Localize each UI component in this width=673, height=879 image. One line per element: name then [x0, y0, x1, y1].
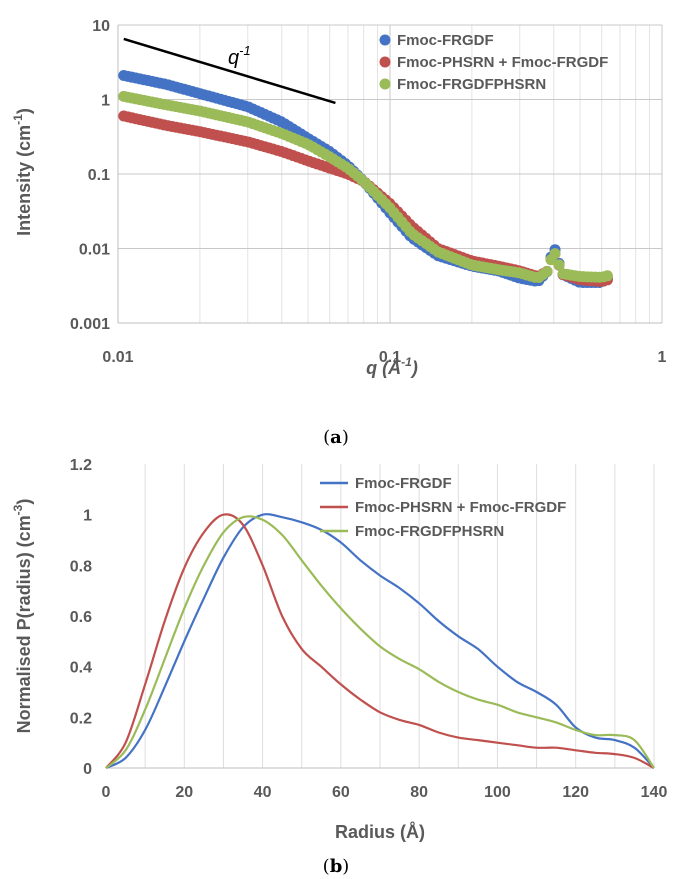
slope-guide-line	[123, 37, 336, 105]
y-tick-label: 1.2	[70, 457, 92, 474]
x-tick-label: 0	[102, 784, 111, 801]
series-1-line	[105, 513, 655, 770]
legend-label: Fmoc-FRGDFPHSRN	[355, 523, 504, 540]
y-tick-label: 1	[83, 508, 92, 525]
legend-marker	[379, 56, 391, 68]
y-tick-label: 1	[101, 93, 110, 110]
y-tick-label: 0.6	[70, 609, 92, 626]
y-tick-label: 0.001	[70, 316, 110, 333]
series-3-line	[105, 515, 655, 769]
chart-a-legend: Fmoc-FRGDF Fmoc-PHSRN + Fmoc-FRGDF Fmoc-FR…	[379, 32, 608, 93]
chart-b-x-axis-title: Radius (Å)	[335, 822, 425, 842]
legend-label: Fmoc-FRGDFPHSRN	[397, 76, 546, 93]
chart-a-axes	[117, 25, 662, 324]
data-point	[601, 270, 613, 282]
chart-a-x-tick-labels: 0.01 0.1 1	[102, 349, 666, 366]
x-tick-label: 20	[175, 784, 193, 801]
chart-a-slope-annotation: q-1	[228, 43, 251, 69]
x-tick-label: 80	[410, 784, 428, 801]
series-2-line	[105, 513, 655, 769]
chart-b-y-tick-labels: 0 0.2 0.4 0.6 0.8 1 1.2	[70, 457, 92, 778]
chart-b-legend: Fmoc-FRGDF Fmoc-PHSRN + Fmoc-FRGDF Fmoc-FR…	[320, 475, 566, 540]
chart-b-series-lines	[105, 513, 655, 770]
series-3-markers	[118, 90, 613, 283]
chart-panel-b: 0 0.2 0.4 0.6 0.8 1 1.2 0 20 40 60 80 100 120 140 Fmo…	[11, 457, 667, 877]
chart-a-data-points	[118, 69, 613, 288]
y-tick-label: 0.4	[70, 660, 92, 677]
chart-b-y-axis-title: Normalised P(radius) (cm-3)	[11, 499, 34, 734]
x-tick-label: 0.01	[102, 349, 133, 366]
x-tick-label: 100	[484, 784, 511, 801]
chart-a-guide-line	[123, 37, 336, 105]
legend-marker	[379, 78, 391, 90]
chart-a-y-tick-labels: 0.001 0.01 0.1 1 10	[70, 18, 110, 333]
y-tick-label: 0.01	[79, 242, 110, 259]
x-tick-label: 40	[254, 784, 272, 801]
panel-b-caption: (b)	[323, 856, 350, 877]
y-tick-label: 0	[83, 761, 92, 778]
data-point	[549, 248, 561, 260]
legend-label: Fmoc-FRGDF	[355, 475, 452, 492]
data-point	[541, 265, 553, 277]
data-point	[553, 259, 565, 271]
y-tick-label: 0.8	[70, 558, 92, 575]
x-tick-label: 0.1	[379, 349, 401, 366]
y-tick-label: 0.1	[88, 167, 110, 184]
chart-b-x-tick-labels: 0 20 40 60 80 100 120 140	[102, 784, 668, 801]
legend-label: Fmoc-FRGDF	[397, 32, 494, 49]
legend-marker	[379, 34, 391, 46]
y-tick-label: 10	[92, 18, 110, 35]
chart-a-x-axis-title: q (Å-1)	[366, 355, 418, 378]
panel-a-caption: (a)	[323, 427, 349, 448]
chart-a-gridlines	[117, 24, 663, 324]
chart-b-gridlines	[144, 464, 655, 768]
legend-label: Fmoc-PHSRN + Fmoc-FRGDF	[355, 499, 566, 516]
chart-a-y-axis-title: Intensity (cm-1)	[11, 108, 34, 236]
legend-label: Fmoc-PHSRN + Fmoc-FRGDF	[397, 54, 608, 71]
x-tick-label: 60	[332, 784, 350, 801]
x-tick-label: 140	[641, 784, 668, 801]
y-tick-label: 0.2	[70, 710, 92, 727]
series-2-markers	[118, 110, 613, 287]
x-tick-label: 1	[658, 349, 667, 366]
x-tick-label: 120	[562, 784, 589, 801]
